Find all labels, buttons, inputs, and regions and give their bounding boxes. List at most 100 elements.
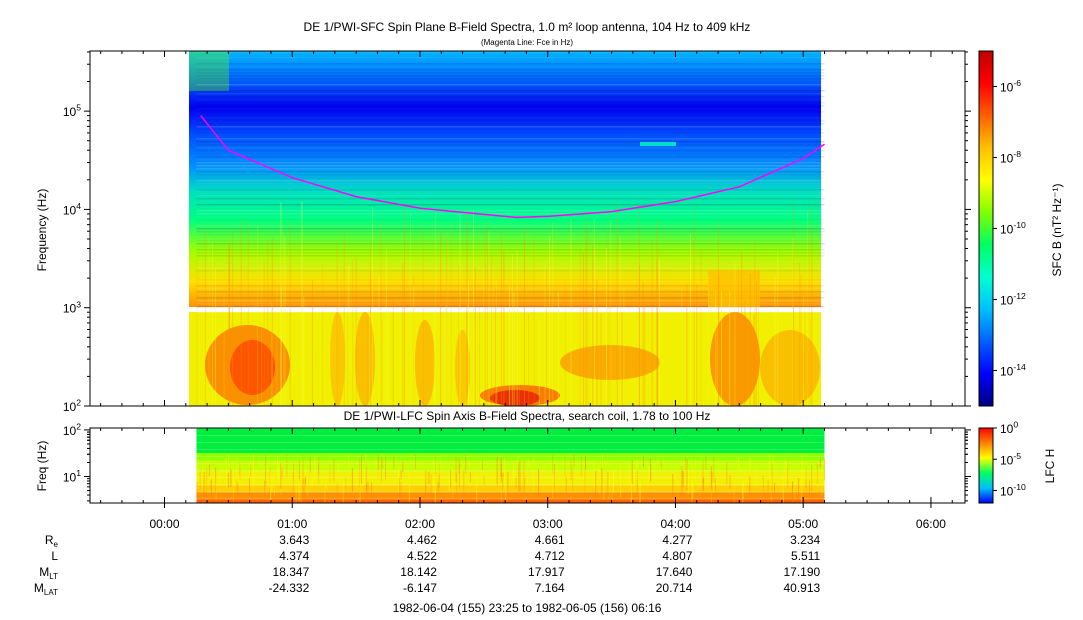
sfc-stripe — [196, 84, 825, 86]
sfc-streak — [380, 215, 382, 406]
sfc-stripe — [196, 75, 825, 77]
sfc-stripe — [196, 300, 825, 302]
lfc-stripe — [196, 470, 825, 471]
lfc-streak — [230, 469, 232, 488]
sfc-stripe — [196, 69, 825, 71]
lfc-streak — [771, 462, 773, 495]
sfc-streak — [348, 263, 350, 406]
sfc-stripe — [196, 66, 825, 68]
lfc-streak — [228, 454, 230, 466]
sfc-stripe — [196, 135, 824, 137]
lfc-streak — [602, 455, 604, 468]
sfc-streak — [228, 243, 230, 406]
sfc-streak — [592, 245, 594, 406]
sfc-streak — [774, 275, 776, 406]
lfc-streak — [654, 463, 656, 481]
sfc-streak — [753, 314, 755, 406]
lfc-streak — [715, 478, 717, 503]
sfc-stripe — [196, 192, 824, 194]
sfc-stripe — [196, 102, 825, 104]
sfc-streak — [282, 231, 284, 406]
lfc-streak — [762, 475, 764, 498]
lfc-streak — [304, 475, 306, 487]
lfc-streak — [280, 463, 282, 489]
lfc-streak — [636, 471, 638, 497]
lfc-streak — [598, 466, 600, 494]
ephemeris-value: 7.164 — [535, 581, 565, 595]
lfc-streak — [271, 476, 273, 492]
lfc-bands — [196, 428, 825, 503]
sfc-stripe — [196, 225, 825, 227]
lfc-streak — [430, 474, 432, 502]
lfc-y-tick-label-exp: 2 — [76, 422, 81, 432]
lfc-streak — [639, 479, 641, 503]
lfc-streak — [384, 456, 386, 480]
lfc-streak — [318, 456, 320, 484]
lfc-streak — [460, 467, 462, 486]
sfc-streak — [228, 245, 230, 406]
sfc-stripe — [196, 288, 825, 290]
ephemeris-value: 40.913 — [783, 581, 820, 595]
lfc-streak — [424, 482, 426, 503]
footer-time-range: 1982-06-04 (155) 23:25 to 1982-06-05 (15… — [393, 601, 662, 615]
sfc-streak — [261, 255, 263, 406]
lfc-streak — [434, 474, 436, 503]
lfc-streak — [636, 458, 638, 468]
sfc-streak — [734, 261, 736, 406]
lfc-streak — [450, 470, 452, 488]
lfc-streak — [538, 469, 540, 498]
sfc-stripe — [196, 291, 825, 293]
sfc-stripe — [196, 201, 824, 203]
sfc-streak — [545, 269, 547, 406]
sfc-streak — [500, 231, 502, 406]
lfc-streak — [408, 469, 410, 502]
sfc-streak — [793, 201, 795, 406]
sfc-y-tick-label-base: 10 — [63, 302, 77, 316]
lfc-streak — [456, 473, 458, 498]
lfc-streak — [252, 454, 254, 488]
lfc-colorbar-tick-label-base: 10 — [1000, 485, 1014, 499]
sfc-stripe — [196, 117, 825, 119]
ephemeris-value: 17.190 — [783, 565, 820, 579]
lfc-streak — [309, 456, 311, 473]
sfc-streak — [276, 288, 278, 406]
lfc-streak — [238, 463, 240, 485]
sfc-stripe — [196, 228, 825, 230]
sfc-y-tick-label-exp: 2 — [76, 398, 81, 408]
lfc-colorbar — [978, 427, 994, 504]
sfc-streak — [472, 210, 474, 406]
sfc-colorbar-tick-label-exp: -10 — [1013, 220, 1026, 230]
lfc-streak — [363, 468, 365, 484]
sfc-streak — [495, 279, 497, 406]
lfc-streak — [298, 478, 300, 501]
lfc-band — [196, 492, 825, 500]
lfc-streak — [639, 478, 641, 503]
sfc-stripe — [196, 60, 824, 62]
lfc-streak — [782, 476, 784, 503]
lfc-streak — [266, 464, 268, 491]
sfc-streak — [716, 319, 718, 406]
sfc-streak — [347, 314, 349, 406]
lfc-streak — [687, 469, 689, 494]
lfc-streak — [742, 480, 744, 503]
sfc-stripe — [196, 81, 824, 83]
lfc-streak — [302, 479, 304, 503]
sfc-streak — [738, 269, 740, 406]
lfc-streak — [481, 460, 483, 471]
lfc-streak — [377, 454, 379, 471]
sfc-streak — [758, 269, 760, 406]
sfc-stripe — [196, 90, 825, 92]
sfc-stripe — [196, 264, 825, 266]
ephemeris-table: Re 3.643 4.462 4.661 4.277 3.234 L 4.374 4.522 4.… — [34, 533, 821, 597]
lfc-streak — [608, 469, 610, 500]
lfc-streak — [805, 479, 807, 488]
lfc-streak — [462, 464, 464, 476]
lfc-streak — [808, 480, 810, 503]
sfc-streak — [495, 288, 497, 406]
lfc-streak — [748, 483, 750, 496]
sfc-stripe — [196, 93, 825, 95]
sfc-streak — [651, 239, 653, 406]
